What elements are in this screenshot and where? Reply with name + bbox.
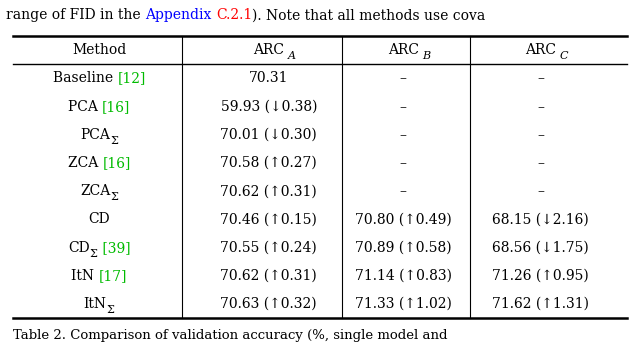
Text: A: A xyxy=(287,51,296,62)
Text: 71.62 (↑1.31): 71.62 (↑1.31) xyxy=(492,297,589,311)
Text: ItN: ItN xyxy=(84,297,107,311)
Text: 71.33 (↑1.02): 71.33 (↑1.02) xyxy=(355,297,452,311)
Text: –: – xyxy=(400,72,406,85)
Text: 71.14 (↑0.83): 71.14 (↑0.83) xyxy=(355,269,452,283)
Text: 70.80 (↑0.49): 70.80 (↑0.49) xyxy=(355,213,452,226)
Text: –: – xyxy=(400,128,406,142)
Text: –: – xyxy=(538,128,544,142)
Text: Appendix: Appendix xyxy=(145,9,216,22)
Text: ). Note that all methods use cova: ). Note that all methods use cova xyxy=(252,9,486,22)
Text: ItN: ItN xyxy=(71,269,99,283)
Text: PCA: PCA xyxy=(68,100,102,114)
Text: 70.31: 70.31 xyxy=(249,72,289,85)
Text: ARC: ARC xyxy=(253,43,284,57)
Text: C.2.1: C.2.1 xyxy=(216,9,252,22)
Text: Baseline: Baseline xyxy=(52,72,117,85)
Text: –: – xyxy=(538,72,544,85)
Text: Method: Method xyxy=(72,43,126,57)
Text: [12]: [12] xyxy=(117,72,146,85)
Text: 70.63 (↑0.32): 70.63 (↑0.32) xyxy=(221,297,317,311)
Text: –: – xyxy=(400,184,406,198)
Text: Σ: Σ xyxy=(110,192,118,203)
Text: –: – xyxy=(538,184,544,198)
Text: 70.58 (↑0.27): 70.58 (↑0.27) xyxy=(220,156,317,170)
Text: 71.26 (↑0.95): 71.26 (↑0.95) xyxy=(492,269,589,283)
Text: 68.56 (↓1.75): 68.56 (↓1.75) xyxy=(492,241,589,255)
Text: CD: CD xyxy=(68,241,90,255)
Text: PCA: PCA xyxy=(81,128,110,142)
Text: Σ: Σ xyxy=(90,249,98,259)
Text: 70.62 (↑0.31): 70.62 (↑0.31) xyxy=(220,184,317,198)
Text: Σ: Σ xyxy=(110,136,118,146)
Text: ARC: ARC xyxy=(388,43,419,57)
Text: –: – xyxy=(400,100,406,114)
Text: [16]: [16] xyxy=(102,100,131,114)
Text: 59.93 (↓0.38): 59.93 (↓0.38) xyxy=(221,100,317,114)
Text: Table 2. Comparison of validation accuracy (%, single model and: Table 2. Comparison of validation accura… xyxy=(13,329,447,342)
Text: Σ: Σ xyxy=(107,305,115,315)
Text: 68.15 (↓2.16): 68.15 (↓2.16) xyxy=(492,213,589,226)
Text: 70.01 (↓0.30): 70.01 (↓0.30) xyxy=(220,128,317,142)
Text: range of FID in the: range of FID in the xyxy=(6,9,145,22)
Text: –: – xyxy=(400,156,406,170)
Text: –: – xyxy=(538,156,544,170)
Text: 70.89 (↑0.58): 70.89 (↑0.58) xyxy=(355,241,451,255)
Text: ZCA: ZCA xyxy=(68,156,102,170)
Text: 70.55 (↑0.24): 70.55 (↑0.24) xyxy=(220,241,317,255)
Text: [17]: [17] xyxy=(99,269,127,283)
Text: ZCA: ZCA xyxy=(80,184,110,198)
Text: [39]: [39] xyxy=(98,241,131,255)
Text: 70.62 (↑0.31): 70.62 (↑0.31) xyxy=(220,269,317,283)
Text: –: – xyxy=(538,100,544,114)
Text: [16]: [16] xyxy=(102,156,131,170)
Text: CD: CD xyxy=(88,213,110,226)
Text: C: C xyxy=(559,51,568,62)
Text: B: B xyxy=(422,51,430,62)
Text: 70.46 (↑0.15): 70.46 (↑0.15) xyxy=(220,213,317,226)
Text: ARC: ARC xyxy=(525,43,556,57)
